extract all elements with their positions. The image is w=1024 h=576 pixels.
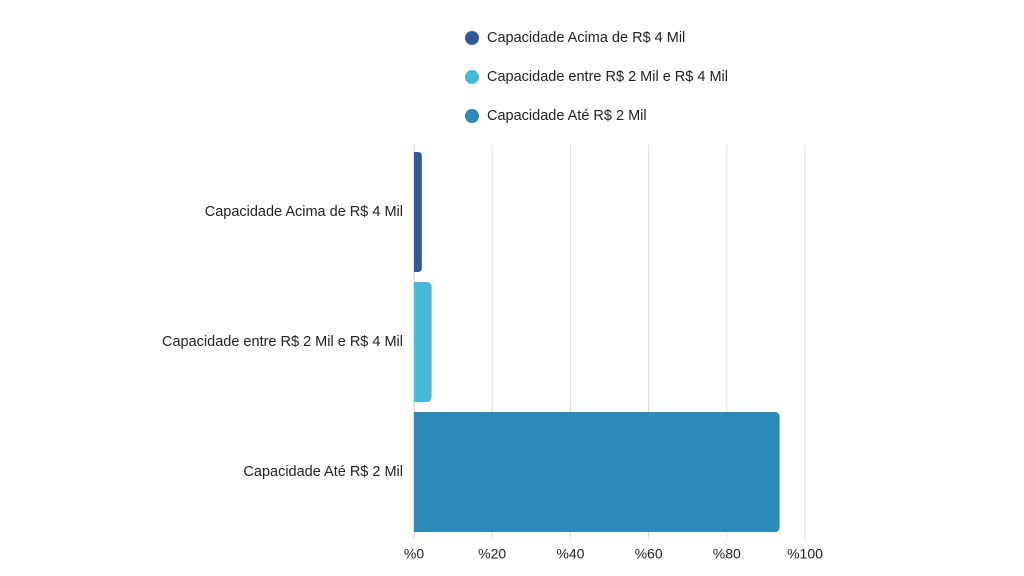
x-tick-label: %40 — [556, 546, 584, 562]
legend-label: Capacidade Acima de R$ 4 Mil — [487, 30, 686, 46]
category-label: Capacidade Até R$ 2 Mil — [243, 464, 403, 480]
x-tick-label: %80 — [713, 546, 741, 562]
legend-item-acima-4-mil: Capacidade Acima de R$ 4 Mil — [465, 28, 728, 48]
bar — [414, 152, 422, 272]
x-tick-label: %100 — [787, 546, 823, 562]
legend: Capacidade Acima de R$ 4 Mil Capacidade … — [465, 28, 728, 126]
category-label: Capacidade entre R$ 2 Mil e R$ 4 Mil — [162, 334, 403, 350]
legend-dot-icon — [465, 70, 479, 84]
bar — [414, 412, 780, 532]
x-tick-label: %0 — [404, 546, 424, 562]
bar — [414, 282, 432, 402]
legend-label: Capacidade entre R$ 2 Mil e R$ 4 Mil — [487, 69, 728, 85]
x-axis-ticks: %0 %20 %40 %60 %80 %100 — [404, 546, 823, 562]
x-tick-label: %60 — [635, 546, 663, 562]
category-label: Capacidade Acima de R$ 4 Mil — [205, 204, 403, 220]
legend-item-entre-2-e-4-mil: Capacidade entre R$ 2 Mil e R$ 4 Mil — [465, 67, 728, 87]
legend-dot-icon — [465, 31, 479, 45]
category-labels: Capacidade Acima de R$ 4 Mil Capacidade e… — [162, 204, 403, 480]
legend-label: Capacidade Até R$ 2 Mil — [487, 108, 647, 124]
bars — [414, 152, 780, 532]
legend-dot-icon — [465, 109, 479, 123]
x-tick-label: %20 — [478, 546, 506, 562]
legend-item-ate-2-mil: Capacidade Até R$ 2 Mil — [465, 106, 728, 126]
